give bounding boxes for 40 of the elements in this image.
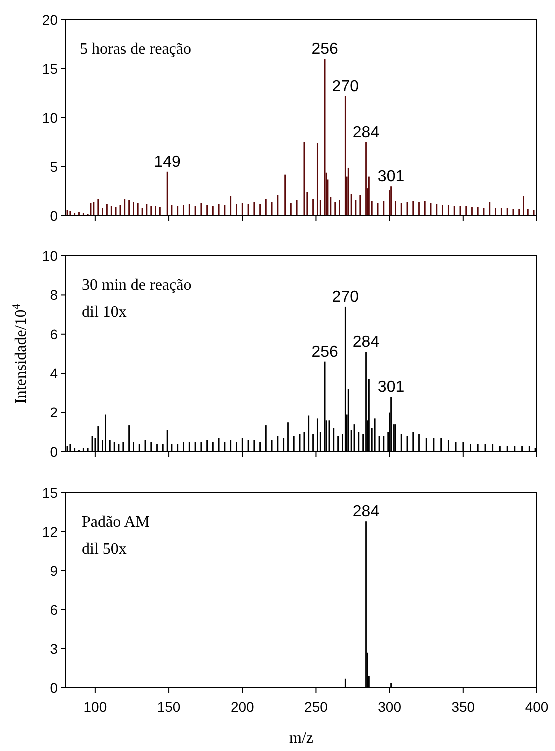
y-tick-label: 10 (42, 110, 58, 126)
y-tick-label: 2 (50, 404, 58, 421)
y-tick-label: 15 (42, 60, 58, 77)
annotation: 256 (312, 41, 338, 58)
x-tick-label: 400 (525, 699, 549, 715)
y-tick-label: 0 (50, 208, 58, 224)
y-tick-label: 9 (50, 562, 58, 579)
x-axis-title: m/z (290, 730, 314, 747)
y-tick-label: 15 (42, 484, 58, 501)
annotation: 301 (378, 168, 405, 186)
x-tick-label: 100 (84, 699, 108, 715)
annotation: 256 (312, 344, 338, 361)
annotation: dil 50x (82, 541, 127, 558)
x-tick-label: 250 (304, 699, 328, 715)
annotation: 30 min de reação (82, 277, 192, 294)
x-tick-label: 150 (157, 699, 181, 715)
annotation: 284 (352, 124, 380, 142)
annotation: 270 (332, 78, 360, 96)
y-tick-label: 0 (50, 444, 58, 460)
annotation: 301 (378, 379, 405, 396)
y-tick-label: 12 (42, 524, 58, 540)
y-tick-label: 5 (50, 158, 58, 175)
annotation: 284 (352, 334, 380, 352)
annotation: 270 (332, 288, 360, 306)
x-tick-label: 350 (452, 699, 476, 715)
y-tick-label: 6 (50, 602, 58, 618)
y-tick-label: 20 (42, 12, 58, 28)
y-tick-label: 10 (42, 248, 58, 264)
annotation: 149 (154, 154, 182, 171)
y-tick-label: 6 (50, 326, 58, 342)
y-tick-label: 8 (50, 287, 58, 304)
x-tick-label: 300 (378, 699, 402, 715)
annotation: 284 (352, 504, 380, 521)
x-tick-label: 200 (230, 699, 255, 715)
annotation: 5 horas de reação (80, 41, 192, 58)
annotation: dil 10x (82, 304, 127, 321)
y-tick-label: 3 (50, 640, 58, 657)
annotation: Padão AM (82, 514, 150, 531)
y-tick-label: 4 (50, 366, 58, 382)
y-tick-label: 0 (50, 680, 58, 696)
